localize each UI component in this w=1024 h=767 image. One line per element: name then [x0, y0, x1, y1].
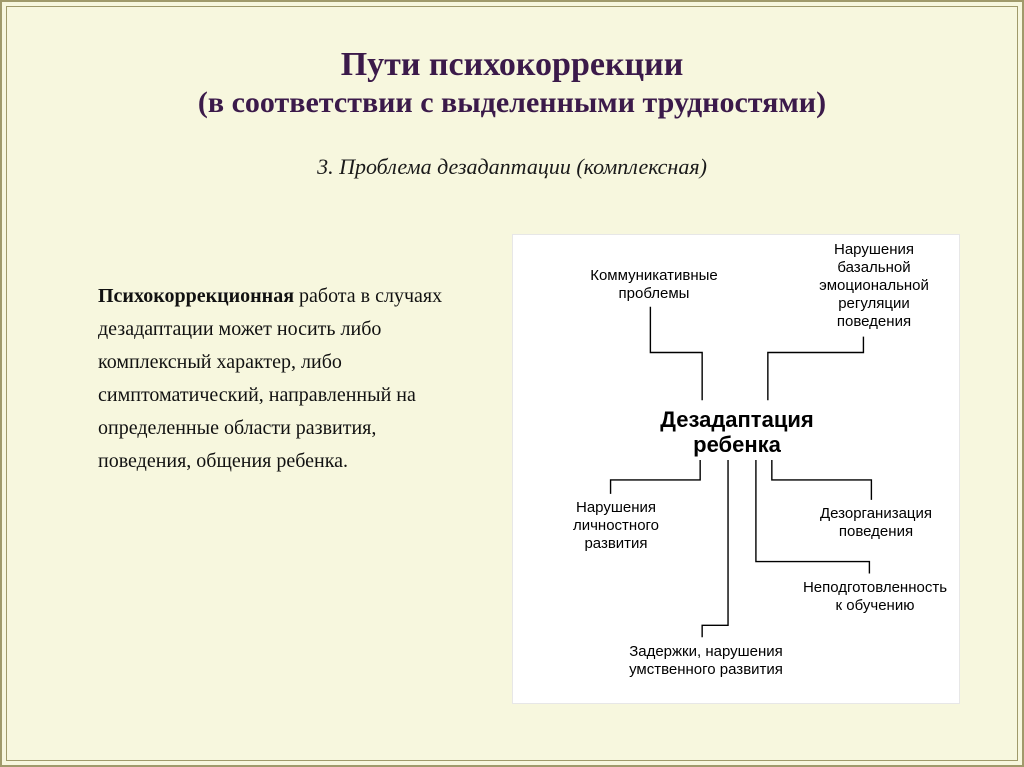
center-line2: ребенка: [693, 432, 781, 457]
node-mid-right: Дезорганизацияповедения: [803, 505, 949, 541]
diagram-center: Дезадаптация ребенка: [645, 407, 829, 458]
node-top-right: Нарушениябазальнойэмоциональнойрегуляции…: [799, 241, 949, 331]
center-line1: Дезадаптация: [660, 407, 813, 432]
paragraph-rest: работа в случаях дезадаптации может носи…: [98, 285, 442, 472]
node-bottom-right: Неподготовленностьк обучению: [789, 579, 961, 615]
node-top-left: Коммуникативныепроблемы: [569, 267, 739, 303]
node-mid-left: Нарушенияличностногоразвития: [551, 499, 681, 553]
diagram-panel: Дезадаптация ребенка Коммуникативныепроб…: [512, 234, 960, 704]
node-bottom-center: Задержки, нарушенияумственного развития: [601, 643, 811, 679]
body-paragraph: Психокоррекционная работа в случаях деза…: [98, 280, 468, 478]
paragraph-first-word: Психокоррекционная: [98, 285, 294, 307]
